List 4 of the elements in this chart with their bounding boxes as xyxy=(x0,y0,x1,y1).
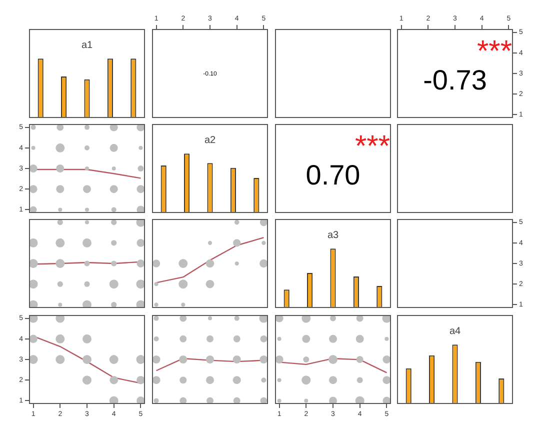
chart-title: a2 xyxy=(204,134,216,146)
chart-title: a1 xyxy=(81,40,93,51)
chart-title: a3 xyxy=(327,230,339,241)
chart-title: a4 xyxy=(449,326,461,337)
